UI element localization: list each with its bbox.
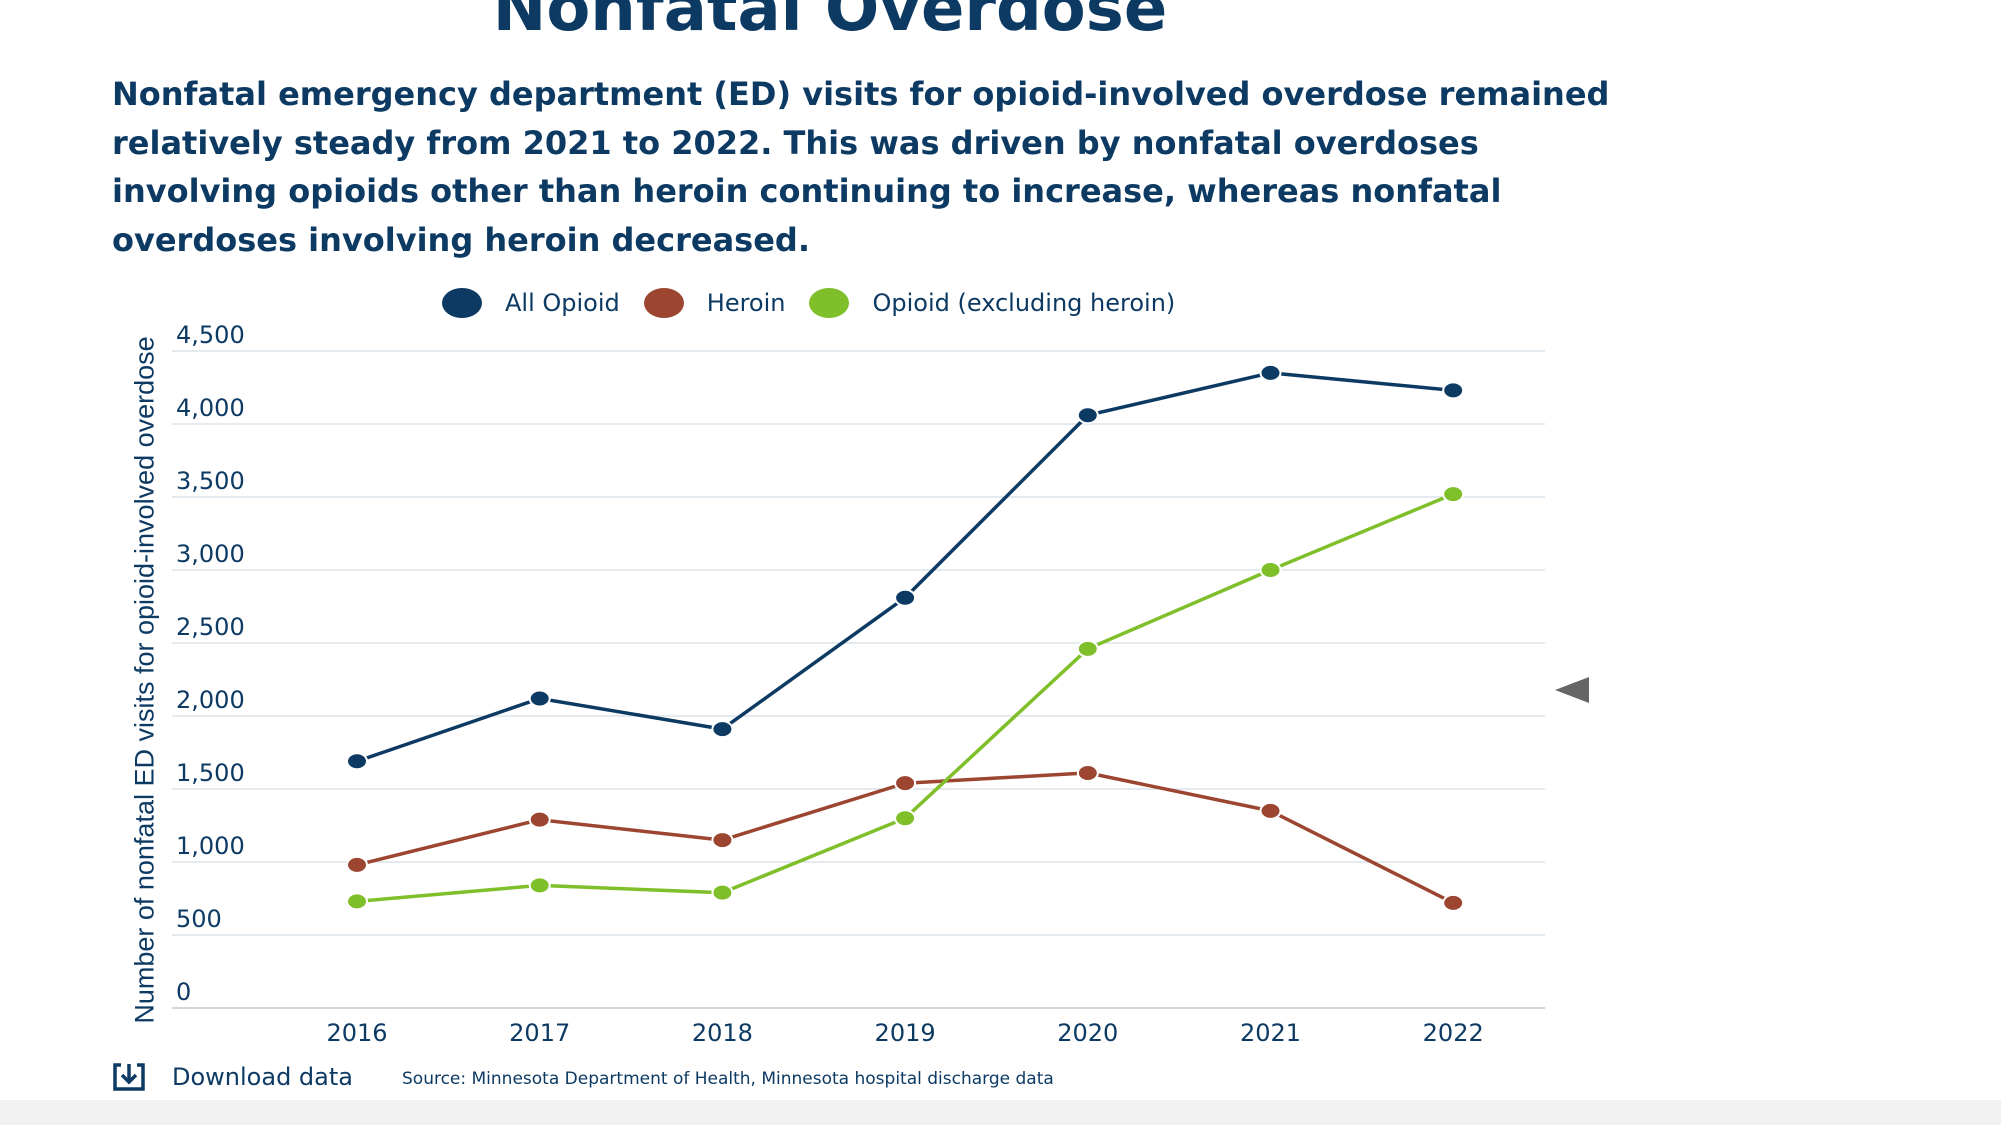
data-point-opioid-excluding-heroin-2016[interactable] [346, 892, 368, 911]
y-tick-label: 1,000 [176, 832, 245, 860]
y-tick-labels: 0 500 1,000 1,500 2,000 2,500 3,000 3,500 4,000 4… [176, 321, 245, 1006]
y-tick-label: 2,500 [176, 613, 245, 641]
data-point-all-opioid-2018[interactable] [711, 720, 734, 739]
data-point-heroin-2021[interactable] [1259, 801, 1282, 820]
y-tick-label: 2,000 [176, 686, 245, 714]
y-tick-label: 3,500 [176, 467, 245, 495]
legend-swatch-heroin [643, 288, 684, 318]
data-point-all-opioid-2019[interactable] [894, 588, 917, 607]
download-icon [113, 1063, 145, 1091]
x-tick-label: 2019 [875, 1019, 936, 1047]
download-data-button[interactable]: Download data [112, 1062, 353, 1092]
gridlines [172, 350, 1545, 1009]
x-tick-label: 2021 [1240, 1019, 1301, 1047]
data-point-opioid-excluding-heroin-2018[interactable] [711, 883, 734, 902]
data-point-all-opioid-2020[interactable] [1076, 406, 1099, 425]
series-line-heroin [355, 771, 1455, 905]
series-line-all-opioid [355, 371, 1455, 764]
legend-item-all-opioid[interactable]: All Opioid [442, 288, 620, 318]
y-tick-label: 4,000 [176, 394, 245, 422]
x-tick-label: 2018 [692, 1019, 753, 1047]
data-point-all-opioid-2022[interactable] [1442, 381, 1465, 400]
legend-swatch-all-opioid [442, 288, 482, 318]
legend-label-heroin: Heroin [706, 289, 786, 317]
data-point-opioid-excluding-heroin-2020[interactable] [1076, 639, 1099, 658]
legend-label-all-opioid: All Opioid [505, 289, 620, 317]
data-point-heroin-2018[interactable] [711, 831, 734, 850]
legend-item-opioid-excluding-heroin[interactable]: Opioid (excluding heroin) [809, 288, 1175, 318]
series-points [346, 363, 1465, 912]
data-point-heroin-2022[interactable] [1442, 893, 1465, 912]
data-point-heroin-2020[interactable] [1076, 763, 1099, 782]
legend-item-heroin[interactable]: Heroin [643, 288, 786, 318]
data-point-heroin-2019[interactable] [894, 774, 917, 793]
source-note: Source: Minnesota Department of Health, … [402, 1069, 1054, 1089]
data-point-all-opioid-2016[interactable] [346, 752, 368, 771]
triangle-left-icon[interactable] [1555, 677, 1589, 703]
data-point-opioid-excluding-heroin-2019[interactable] [894, 809, 917, 828]
x-tick-label: 2016 [326, 1019, 387, 1047]
chart-subtitle: Nonfatal emergency department (ED) visit… [112, 75, 1610, 259]
legend-label-opioid-excluding-heroin: Opioid (excluding heroin) [872, 289, 1176, 317]
x-tick-labels: 2016 2017 2018 2019 2020 2021 2022 [326, 1019, 1483, 1047]
series-line-opioid-excluding-heroin [355, 492, 1455, 904]
legend: All Opioid Heroin Opioid (excluding hero… [442, 283, 1199, 323]
x-tick-label: 2017 [509, 1019, 570, 1047]
y-tick-label: 1,500 [176, 759, 245, 787]
legend-swatch-opioid-excluding-heroin [809, 288, 850, 318]
y-tick-label: 500 [176, 905, 222, 933]
y-tick-label: 3,000 [176, 540, 245, 568]
data-point-opioid-excluding-heroin-2021[interactable] [1259, 561, 1282, 579]
x-tick-label: 2020 [1057, 1019, 1118, 1047]
data-point-heroin-2017[interactable] [528, 810, 551, 829]
chart-title: Nonfatal Overdose [492, 0, 1168, 46]
data-point-opioid-excluding-heroin-2017[interactable] [528, 876, 551, 895]
y-tick-label: 0 [176, 978, 191, 1006]
x-tick-label: 2022 [1423, 1019, 1484, 1047]
data-point-all-opioid-2021[interactable] [1259, 363, 1282, 382]
data-point-all-opioid-2017[interactable] [528, 689, 551, 708]
data-point-opioid-excluding-heroin-2022[interactable] [1442, 485, 1465, 504]
download-data-label: Download data [172, 1063, 353, 1091]
y-tick-label: 4,500 [176, 321, 245, 349]
data-point-heroin-2016[interactable] [346, 855, 368, 874]
footer-bar [0, 1100, 2001, 1125]
